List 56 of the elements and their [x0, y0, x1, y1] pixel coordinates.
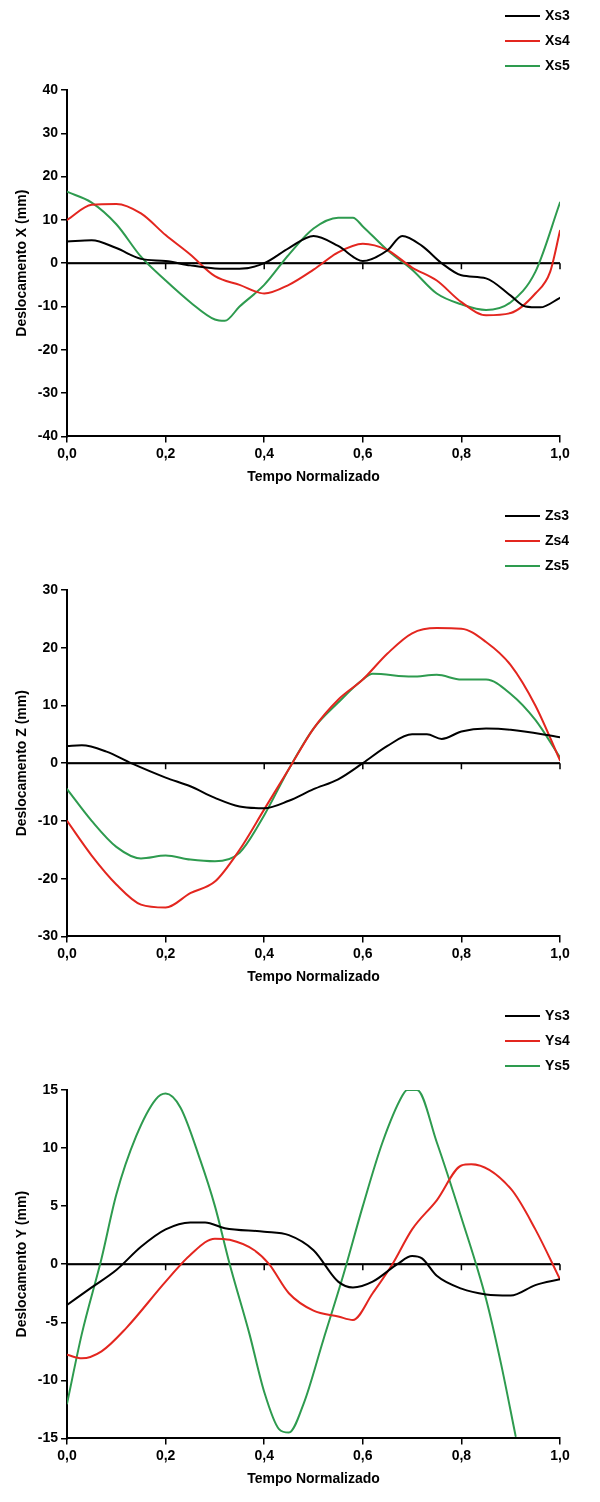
y-axis-title: Deslocamento Y (mm): [13, 1190, 30, 1338]
x-axis-title: Tempo Normalizado: [247, 968, 380, 985]
y-tick-label: -20: [37, 340, 59, 357]
y-tick-label: 20: [42, 167, 59, 184]
x-tick-label: 0,2: [155, 1446, 176, 1463]
y-tick-label: 10: [42, 696, 59, 713]
y-axis-title: Deslocamento Z (mm): [13, 690, 30, 837]
legend-label: Zs3: [545, 506, 570, 523]
x-tick-label: 0,2: [155, 944, 176, 961]
y-tick-label: 0: [50, 754, 59, 771]
x-tick-label: 0,0: [57, 1446, 77, 1463]
y-tick-label: 5: [50, 1196, 59, 1213]
y-axis-title: Deslocamento X (mm): [13, 189, 30, 337]
y-tick-label: -20: [37, 869, 59, 886]
legend-label: Xs5: [545, 56, 571, 73]
x-tick-label: 0,0: [57, 944, 77, 961]
x-tick-label: 0,6: [353, 944, 373, 961]
x-axis-title: Tempo Normalizado: [247, 1470, 380, 1487]
x-tick-label: 0,2: [155, 444, 176, 461]
x-axis-title: Tempo Normalizado: [247, 468, 380, 485]
x-tick-label: 0,4: [254, 1446, 275, 1463]
y-tick-label: 0: [50, 254, 59, 271]
y-tick-label: 15: [42, 1080, 59, 1097]
y-tick-label: 30: [42, 124, 59, 141]
y-tick-label: -40: [37, 427, 59, 444]
legend-label: Ys3: [545, 1006, 571, 1023]
legend-label: Zs5: [545, 556, 570, 573]
y-tick-label: 0: [50, 1255, 59, 1272]
legend-label: Ys4: [545, 1031, 571, 1048]
y-tick-label: 20: [42, 638, 59, 655]
x-tick-label: 0,8: [451, 944, 472, 961]
x-tick-label: 1,0: [550, 444, 570, 461]
y-tick-label: 10: [42, 1138, 59, 1155]
legend-label: Xs3: [545, 6, 571, 23]
x-tick-label: 0,8: [451, 444, 472, 461]
legend-label: Ys5: [545, 1056, 571, 1073]
y-tick-label: -10: [37, 811, 59, 828]
x-tick-label: 0,8: [451, 1446, 472, 1463]
legend-label: Zs4: [545, 531, 570, 548]
x-tick-label: 0,6: [353, 444, 373, 461]
x-tick-label: 1,0: [550, 1446, 570, 1463]
legend-label: Xs4: [545, 31, 571, 48]
y-tick-label: -30: [37, 927, 59, 944]
y-tick-label: -15: [37, 1429, 59, 1446]
y-tick-label: -10: [37, 1371, 59, 1388]
y-tick-label: -30: [37, 383, 59, 400]
y-tick-label: 30: [42, 580, 59, 597]
y-tick-label: -5: [45, 1313, 59, 1330]
y-tick-label: 10: [42, 210, 59, 227]
x-tick-label: 1,0: [550, 944, 570, 961]
x-tick-label: 0,4: [254, 944, 275, 961]
x-tick-label: 0,0: [57, 444, 77, 461]
x-tick-label: 0,6: [353, 1446, 373, 1463]
y-tick-label: -10: [37, 297, 59, 314]
y-tick-label: 40: [42, 80, 59, 97]
x-tick-label: 0,4: [254, 444, 275, 461]
